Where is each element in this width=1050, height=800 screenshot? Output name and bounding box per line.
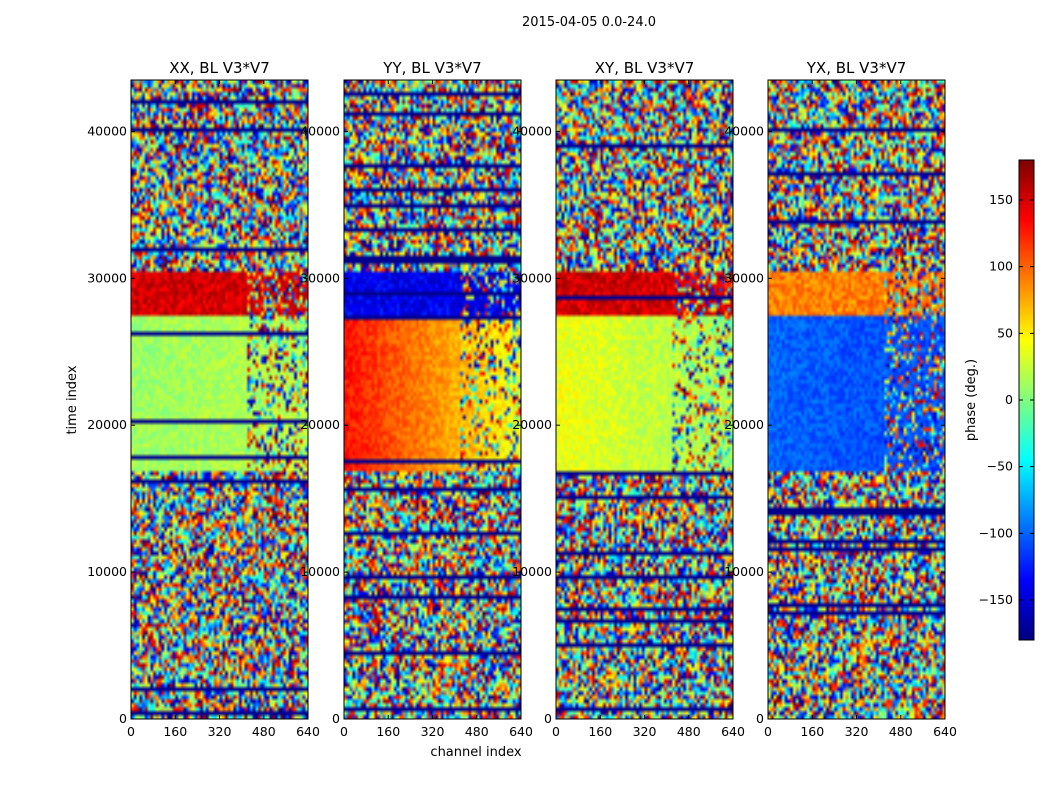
y-tick-label: 20000 (512, 417, 552, 432)
colorbar-tick-label: −150 (979, 592, 1013, 607)
y-tick-label: 30000 (512, 270, 552, 285)
x-tick-label: 320 (633, 724, 657, 739)
colorbar-label: phase (deg.) (964, 359, 979, 441)
colorbar-tick-label: 0 (1005, 392, 1013, 407)
x-tick-label: 640 (933, 724, 957, 739)
x-tick-label: 480 (889, 724, 913, 739)
x-tick-label: 0 (340, 724, 348, 739)
y-tick-label: 0 (756, 711, 764, 726)
y-tick-label: 40000 (724, 123, 764, 138)
x-tick-label: 320 (845, 724, 869, 739)
x-tick-label: 160 (588, 724, 612, 739)
panel-title-2: XY, BL V3*V7 (595, 59, 695, 77)
y-tick-label: 40000 (300, 123, 340, 138)
y-tick-label: 40000 (512, 123, 552, 138)
y-tick-label: 30000 (300, 270, 340, 285)
colorbar-tick-label: 100 (989, 259, 1013, 274)
x-tick-label: 0 (552, 724, 560, 739)
panel-1: YY, BL V3*V7 0 160 320 480 640 0 10000 20000 3000… (300, 59, 533, 739)
x-tick-label: 640 (296, 724, 320, 739)
panel-title-1: YY, BL V3*V7 (382, 59, 481, 77)
colorbar: 150 100 50 0 −50 −100 −150 (979, 159, 1035, 641)
colorbar-tick-label: 150 (989, 192, 1013, 207)
y-tick-label: 40000 (87, 123, 127, 138)
y-tick-label: 30000 (87, 270, 127, 285)
x-tick-label: 0 (127, 724, 135, 739)
x-tick-label: 160 (376, 724, 400, 739)
heatmap-image-0 (131, 80, 308, 719)
x-tick-label: 480 (252, 724, 276, 739)
x-axis-label: channel index (430, 745, 521, 760)
panel-2: XY, BL V3*V7 0 160 320 480 640 0 10000 20000 3000… (512, 59, 745, 739)
panel-3: YX, BL V3*V7 0 160 320 480 640 0 10000 20000 3000… (724, 59, 957, 739)
figure-suptitle: 2015-04-05 0.0-24.0 (522, 15, 656, 30)
y-tick-label: 10000 (87, 564, 127, 579)
x-tick-label: 160 (800, 724, 824, 739)
y-tick-label: 20000 (724, 417, 764, 432)
heatmap-image-2 (556, 80, 733, 719)
y-axis-label: time index (65, 365, 80, 434)
panel-title-0: XX, BL V3*V7 (169, 59, 270, 77)
panel-title-3: YX, BL V3*V7 (806, 59, 907, 77)
x-tick-label: 160 (163, 724, 187, 739)
heatmap-image-1 (344, 80, 521, 719)
y-tick-label: 30000 (724, 270, 764, 285)
y-tick-label: 0 (332, 711, 340, 726)
heatmap-image-3 (768, 80, 945, 719)
x-tick-label: 480 (465, 724, 489, 739)
colorbar-tick-label: 50 (997, 325, 1013, 340)
y-tick-label: 0 (544, 711, 552, 726)
x-tick-label: 640 (721, 724, 745, 739)
colorbar-tick-label: −50 (987, 459, 1013, 474)
x-tick-label: 640 (509, 724, 533, 739)
x-tick-label: 320 (421, 724, 445, 739)
colorbar-tick-label: −100 (979, 525, 1013, 540)
x-tick-label: 0 (764, 724, 772, 739)
panel-0: XX, BL V3*V7 0 160 320 480 640 0 10000 20000 3000… (87, 59, 320, 739)
y-tick-label: 10000 (724, 564, 764, 579)
y-tick-label: 20000 (87, 417, 127, 432)
y-tick-label: 10000 (300, 564, 340, 579)
x-tick-label: 320 (208, 724, 232, 739)
y-tick-label: 10000 (512, 564, 552, 579)
x-tick-label: 480 (677, 724, 701, 739)
y-tick-label: 0 (119, 711, 127, 726)
y-tick-label: 20000 (300, 417, 340, 432)
